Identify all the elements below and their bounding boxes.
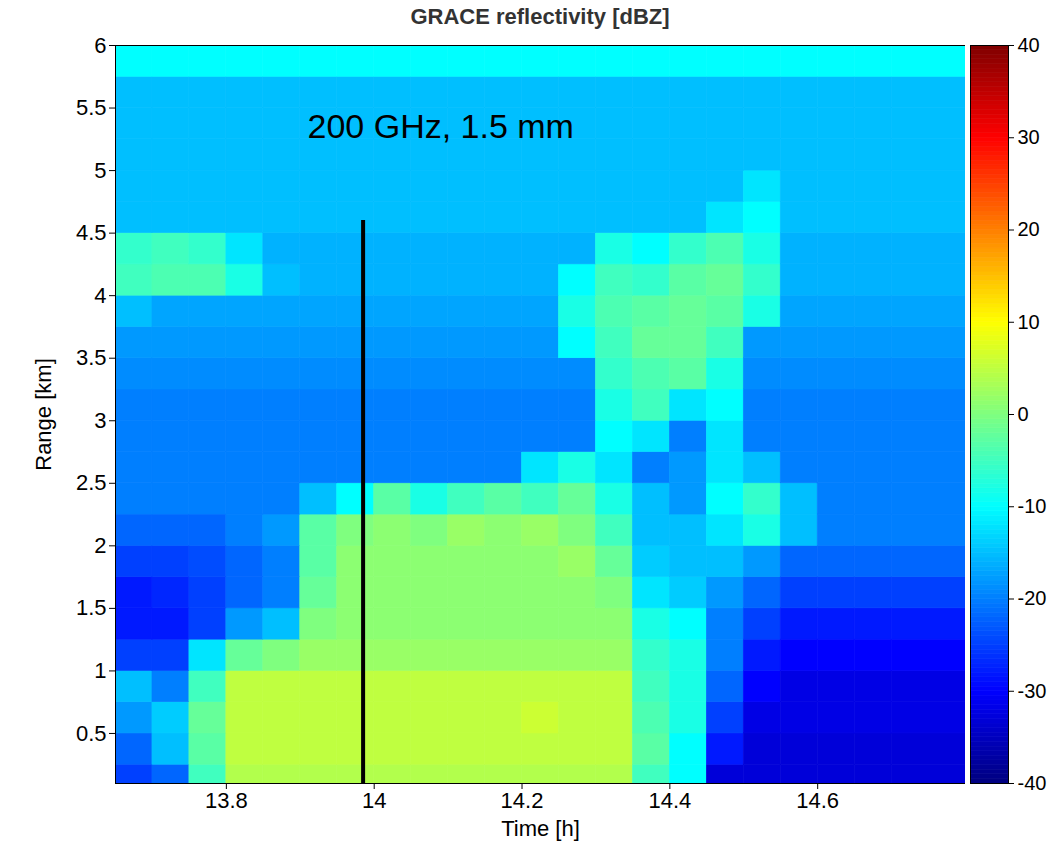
svg-text:4.5: 4.5 bbox=[76, 220, 107, 245]
svg-text:13.8: 13.8 bbox=[205, 788, 248, 813]
svg-text:Time [h]: Time [h] bbox=[501, 816, 580, 841]
svg-text:4: 4 bbox=[94, 283, 106, 308]
svg-text:1.5: 1.5 bbox=[76, 595, 107, 620]
svg-text:10: 10 bbox=[1018, 311, 1040, 333]
svg-text:14.2: 14.2 bbox=[501, 788, 544, 813]
svg-text:6: 6 bbox=[94, 33, 106, 58]
svg-text:-40: -40 bbox=[1018, 772, 1047, 794]
svg-text:Range [km]: Range [km] bbox=[31, 358, 56, 471]
svg-text:20: 20 bbox=[1018, 218, 1040, 240]
svg-text:2.5: 2.5 bbox=[76, 470, 107, 495]
svg-text:0: 0 bbox=[1018, 403, 1029, 425]
svg-text:14: 14 bbox=[362, 788, 386, 813]
svg-text:1: 1 bbox=[94, 658, 106, 683]
svg-text:40: 40 bbox=[1018, 34, 1040, 56]
svg-text:5.5: 5.5 bbox=[76, 95, 107, 120]
svg-text:30: 30 bbox=[1018, 126, 1040, 148]
svg-text:3.5: 3.5 bbox=[76, 345, 107, 370]
svg-text:5: 5 bbox=[94, 158, 106, 183]
svg-text:3: 3 bbox=[94, 408, 106, 433]
svg-text:14.6: 14.6 bbox=[796, 788, 839, 813]
svg-text:200 GHz, 1.5 mm: 200 GHz, 1.5 mm bbox=[308, 107, 574, 145]
svg-text:14.4: 14.4 bbox=[648, 788, 691, 813]
html-text:GRACE reflectivity [dBZ]: GRACE reflectivity [dBZ] bbox=[410, 4, 670, 29]
svg-text:-20: -20 bbox=[1018, 587, 1047, 609]
svg-text:0.5: 0.5 bbox=[76, 721, 107, 746]
svg-text:-30: -30 bbox=[1018, 680, 1047, 702]
svg-text:-10: -10 bbox=[1018, 495, 1047, 517]
svg-text:2: 2 bbox=[94, 533, 106, 558]
